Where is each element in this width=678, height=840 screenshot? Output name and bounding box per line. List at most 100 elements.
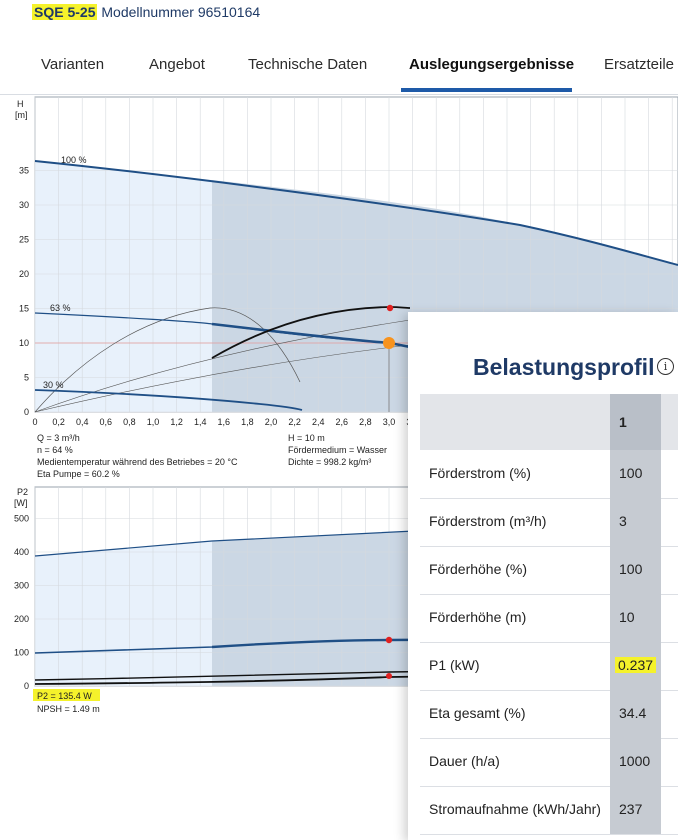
y-tick-label: 35 bbox=[19, 166, 29, 176]
table-row: Förderstrom (m³/h) 3 bbox=[420, 498, 678, 547]
tab-varianten[interactable]: Varianten bbox=[41, 56, 105, 73]
system-curve-lower bbox=[34, 344, 411, 413]
y-tick-label: 400 bbox=[14, 547, 29, 557]
x-tick-label: 1,6 bbox=[218, 417, 231, 427]
table-row: Förderstrom (%) 100 bbox=[420, 450, 678, 499]
tab-bar: Varianten Angebot Technische Daten Ausle… bbox=[0, 44, 678, 95]
row-value: 237 bbox=[619, 801, 643, 817]
row-label: Eta gesamt (%) bbox=[429, 705, 526, 721]
power-light-shade bbox=[35, 541, 212, 686]
model-number: Modellnummer 96510164 bbox=[101, 4, 261, 20]
column-highlight bbox=[610, 394, 661, 450]
table-row: Dauer (h/a) 1000 bbox=[420, 738, 678, 787]
head-flow-chart: 100 % 63 % 30 % H [m] 0 5 10 15 20 25 30 35 0 0,… bbox=[15, 96, 678, 479]
duty-point-marker bbox=[383, 337, 395, 349]
x-tick-label: 2,6 bbox=[336, 417, 349, 427]
power-low-marker bbox=[386, 673, 392, 679]
row-label: Dauer (h/a) bbox=[429, 753, 500, 769]
y-tick-label: 30 bbox=[19, 200, 29, 210]
tab-auslegungsergebnisse[interactable]: Auslegungsergebnisse bbox=[409, 56, 575, 73]
power-curve-max bbox=[34, 667, 678, 681]
flow-x-tick-labels: 0 0,2 0,4 0,6 0,8 1,0 1,2 1,4 1,6 1,8 2,0 2,2 2,4 2,6… bbox=[32, 417, 418, 427]
x-tick-label: 2,0 bbox=[265, 417, 278, 427]
p2-note-highlight bbox=[33, 689, 100, 701]
power-duty-marker bbox=[385, 636, 393, 644]
row-label: Förderstrom (%) bbox=[429, 465, 531, 481]
row-column-bg bbox=[610, 690, 661, 738]
row-value: 34.4 bbox=[619, 705, 647, 721]
x-tick-label: 0,2 bbox=[52, 417, 65, 427]
row-column-bg bbox=[610, 498, 661, 546]
y-axis-unit-m: [m] bbox=[15, 110, 28, 120]
row-value: 100 bbox=[619, 561, 643, 577]
top-bar: SQE 5-25 Modellnummer 96510164 bbox=[0, 0, 678, 28]
info-icon[interactable]: i bbox=[657, 358, 674, 375]
tab-technische-daten[interactable]: Technische Daten bbox=[248, 56, 368, 73]
y-tick-label: 5 bbox=[24, 373, 29, 383]
y-axis-label-p2: P2 bbox=[17, 487, 28, 497]
y-tick-label: 0 bbox=[24, 681, 29, 691]
y-tick-label: 200 bbox=[14, 614, 29, 624]
y-tick-label: 25 bbox=[19, 235, 29, 245]
row-column-bg bbox=[610, 546, 661, 594]
table-row: Förderhöhe (%) 100 bbox=[420, 546, 678, 595]
product-name: SQE 5-25 bbox=[32, 4, 98, 20]
y-axis-label-h: H bbox=[17, 99, 24, 109]
y-tick-label: 100 bbox=[14, 648, 29, 658]
curve-label-63: 63 % bbox=[50, 303, 71, 313]
row-column-bg bbox=[610, 786, 661, 834]
x-tick-label: 2,4 bbox=[312, 417, 325, 427]
y-tick-label: 10 bbox=[19, 338, 29, 348]
note-npsh: NPSH = 1.49 m bbox=[37, 704, 100, 714]
column-header-1: 1 bbox=[619, 414, 627, 430]
note-q: Q = 3 m³/h bbox=[37, 433, 80, 443]
table-row: Förderhöhe (m) 10 bbox=[420, 594, 678, 643]
light-shade-region bbox=[35, 161, 212, 412]
y-tick-label: 500 bbox=[14, 514, 29, 524]
y-axis-unit-w: [W] bbox=[14, 498, 28, 508]
panel-title: Belastungsprofil bbox=[473, 354, 655, 380]
note-h: H = 10 m bbox=[288, 433, 325, 443]
max-curve bbox=[211, 306, 411, 359]
y-tick-label: 0 bbox=[24, 407, 29, 417]
x-tick-label: 1,2 bbox=[170, 417, 183, 427]
tab-ersatzteile[interactable]: Ersatzteile bbox=[604, 56, 675, 73]
curve-30-percent bbox=[34, 389, 303, 411]
x-tick-label: 0,6 bbox=[100, 417, 113, 427]
x-tick-label: 1,8 bbox=[241, 417, 254, 427]
power-y-tick-labels: 0 100 200 300 400 500 bbox=[14, 514, 29, 692]
x-tick-label: 2,2 bbox=[288, 417, 301, 427]
row-value: 10 bbox=[619, 609, 635, 625]
row-column-bg bbox=[610, 594, 661, 642]
row-label: Stromaufnahme (kWh/Jahr) bbox=[429, 801, 601, 817]
note-eta-pump: Eta Pumpe = 60.2 % bbox=[37, 469, 120, 479]
note-n: n = 64 % bbox=[37, 445, 73, 455]
curve-label-100: 100 % bbox=[61, 155, 87, 165]
row-value-highlighted: 0.237 bbox=[615, 657, 657, 673]
table-row: Stromaufnahme (kWh/Jahr) 237 bbox=[420, 786, 678, 835]
row-label: Förderhöhe (m) bbox=[429, 609, 527, 625]
power-curve-63-bold bbox=[211, 636, 678, 649]
y-tick-label: 300 bbox=[14, 581, 29, 591]
active-tab-indicator bbox=[401, 88, 572, 92]
curve-100-percent bbox=[34, 160, 678, 266]
row-column-bg bbox=[610, 738, 661, 786]
note-density: Dichte = 998.2 kg/m³ bbox=[288, 457, 371, 467]
note-p2: P2 = 135.4 W bbox=[37, 691, 92, 701]
row-value: 100 bbox=[619, 465, 643, 481]
row-column-bg bbox=[610, 450, 661, 498]
note-medium: Fördermedium = Wasser bbox=[288, 445, 387, 455]
system-curve-upper bbox=[34, 319, 411, 413]
x-tick-label: 1,4 bbox=[194, 417, 207, 427]
curve-label-30: 30 % bbox=[43, 380, 64, 390]
row-value: 3 bbox=[619, 513, 627, 529]
curve-63-percent bbox=[211, 322, 411, 349]
x-tick-label: 0 bbox=[32, 417, 37, 427]
row-label: Förderhöhe (%) bbox=[429, 561, 528, 577]
table-row: P1 (kW) 0.237 bbox=[420, 642, 678, 691]
x-tick-label: 0,4 bbox=[76, 417, 89, 427]
x-tick-label: 2,8 bbox=[359, 417, 372, 427]
tab-angebot[interactable]: Angebot bbox=[149, 56, 205, 73]
y-tick-label: 15 bbox=[19, 304, 29, 314]
row-label: Förderstrom (m³/h) bbox=[429, 513, 547, 529]
